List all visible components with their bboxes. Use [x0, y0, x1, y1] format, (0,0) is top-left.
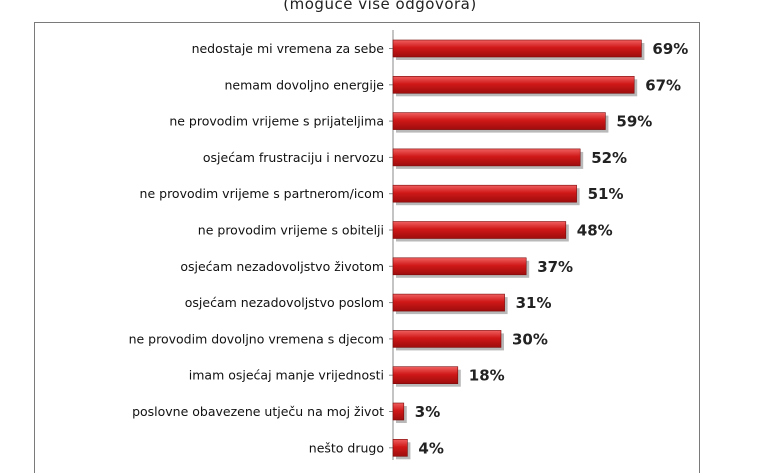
bar-chart: nedostaje mi vremena za sebe 69% nemam dov…: [129, 30, 688, 460]
bar: [392, 76, 635, 94]
bar: [392, 330, 502, 348]
value-label: 18%: [469, 367, 505, 385]
category-label: imam osjećaj manje vrijednosti: [189, 368, 384, 383]
value-label: 48%: [577, 222, 613, 240]
category-label: ne provodim vrijeme s partnerom/icom: [140, 186, 384, 201]
value-label: 52%: [591, 149, 627, 167]
category-label: nedostaje mi vremena za sebe: [192, 41, 385, 56]
value-label: 69%: [652, 40, 688, 58]
plot-area: [34, 22, 700, 473]
bar: [392, 293, 505, 312]
category-label: ne provodim vrijeme s obitelji: [198, 223, 384, 238]
category-label: osjećam nezadovoljstvo životom: [180, 259, 384, 274]
bar: [392, 402, 405, 421]
bar: [392, 184, 577, 203]
category-label: ne provodim vrijeme s prijateljima: [169, 114, 384, 129]
bar: [392, 148, 581, 167]
bar: [392, 257, 527, 276]
category-label: nešto drugo: [309, 440, 384, 455]
category-label: poslovne obavezene utječu na moj život: [132, 404, 384, 419]
category-label: nemam dovoljno energije: [224, 77, 384, 92]
bar: [392, 112, 606, 130]
value-label: 37%: [537, 258, 573, 276]
value-label: 3%: [415, 403, 440, 421]
value-label: 67%: [645, 76, 681, 94]
category-label: ne provodim dovoljno vremena s djecom: [129, 331, 384, 346]
category-label: osjećam nezadovoljstvo poslom: [185, 295, 384, 310]
bar: [392, 221, 567, 239]
chart-subtitle: (moguće više odgovora): [283, 0, 477, 13]
bar: [392, 438, 408, 457]
bar: [392, 366, 459, 385]
bar: [392, 39, 642, 58]
value-label: 30%: [512, 330, 548, 348]
value-label: 4%: [418, 439, 443, 457]
category-label: osjećam frustraciju i nervozu: [203, 150, 384, 165]
value-label: 59%: [616, 113, 652, 131]
value-label: 31%: [516, 294, 552, 312]
value-label: 51%: [588, 185, 624, 203]
